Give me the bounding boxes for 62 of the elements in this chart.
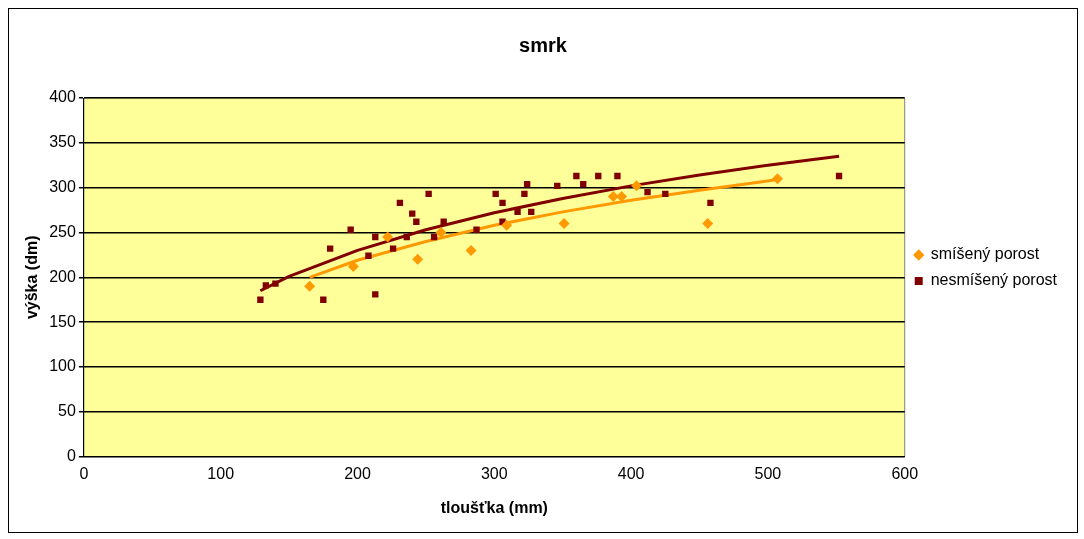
- x-tick-label: 200: [344, 464, 371, 482]
- x-axis-title: tloušťka (mm): [440, 498, 548, 516]
- chart-title: smrk: [519, 33, 568, 56]
- point: [521, 190, 528, 198]
- point: [396, 199, 404, 207]
- point: [257, 296, 264, 303]
- point: [326, 245, 334, 252]
- point: [320, 296, 327, 303]
- point: [372, 233, 379, 241]
- y-tick-label: 350: [49, 133, 76, 151]
- x-tick-label: 300: [480, 464, 508, 482]
- point: [382, 231, 394, 243]
- point: [702, 218, 714, 230]
- point: [614, 172, 621, 180]
- legend-label: nesmíšený porost: [930, 271, 1058, 289]
- point: [425, 190, 432, 198]
- point: [465, 244, 477, 256]
- point: [499, 199, 506, 207]
- point: [435, 226, 447, 238]
- y-tick-label: 150: [49, 312, 76, 330]
- point: [412, 253, 424, 265]
- y-tick-label: 0: [66, 447, 76, 465]
- point: [631, 180, 643, 192]
- point: [558, 218, 570, 230]
- point: [835, 172, 843, 180]
- point: [662, 190, 669, 198]
- point: [347, 226, 354, 233]
- legend-label: smíšený porost: [930, 245, 1040, 263]
- point: [413, 218, 420, 225]
- x-tick-label: 600: [891, 464, 919, 482]
- y-tick-label: 200: [49, 267, 76, 285]
- point: [528, 208, 535, 216]
- y-tick-label: 250: [49, 222, 76, 240]
- point: [595, 172, 602, 180]
- point: [304, 280, 316, 292]
- x-tick-label: 400: [617, 464, 645, 482]
- point: [501, 219, 513, 231]
- point: [347, 261, 359, 273]
- point: [403, 233, 410, 241]
- point: [262, 282, 270, 289]
- point: [272, 280, 279, 287]
- point: [771, 173, 783, 185]
- y-tick-label: 300: [49, 178, 76, 196]
- point: [492, 190, 499, 198]
- point: [473, 226, 480, 233]
- point: [409, 210, 416, 217]
- point: [514, 208, 521, 216]
- point: [389, 245, 397, 252]
- point: [707, 199, 714, 207]
- point: [644, 188, 651, 196]
- y-tick-label: 100: [49, 357, 76, 375]
- x-tick-label: 100: [207, 464, 235, 482]
- y-tick-label: 50: [58, 402, 76, 420]
- point: [607, 191, 619, 203]
- point: [573, 172, 580, 180]
- y-tick-label: 400: [49, 88, 76, 106]
- point: [365, 252, 372, 259]
- x-tick-label: 500: [754, 464, 782, 482]
- y-axis-title: výška (dm): [23, 235, 41, 320]
- point: [372, 291, 379, 298]
- x-tick-label: 0: [79, 464, 89, 482]
- point: [430, 233, 438, 241]
